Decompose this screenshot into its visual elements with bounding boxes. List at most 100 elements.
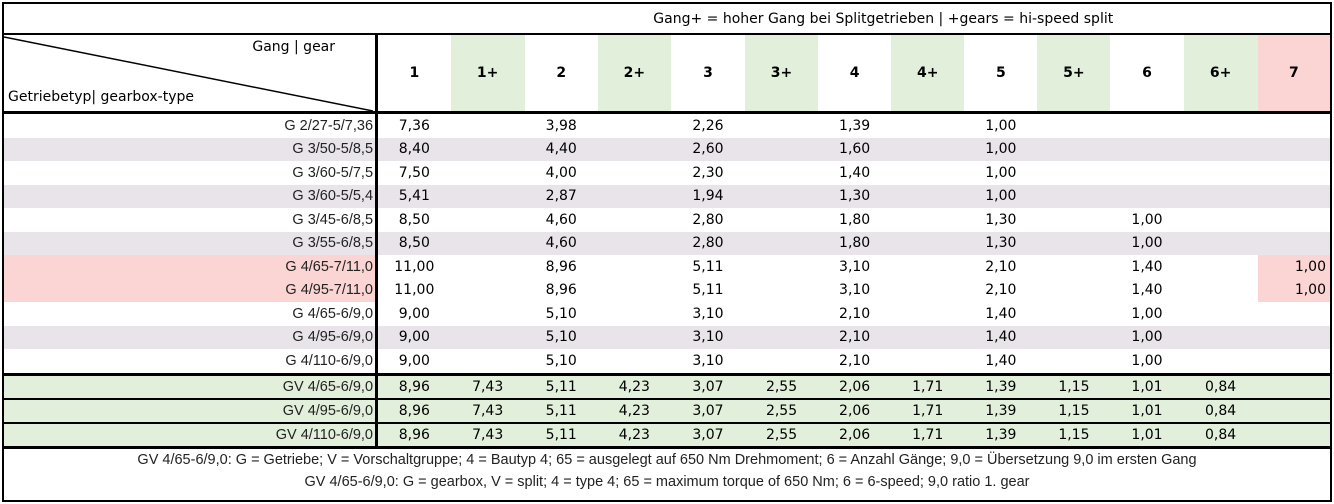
ratio-cell [1257,325,1330,349]
table-row: GV 4/95-6/9,0 8,96 7,43 5,11 4,23 3,07 2,55 2,0… [4,397,1330,423]
gearbox-type-label: Getriebetyp| gearbox-type [8,89,195,105]
ratio-cell: 1,00 [985,117,1017,134]
ratio-cell: 1,40 [1110,255,1184,279]
ratio-cell: 3,10 [692,305,724,322]
ratio-cell: 2,87 [524,184,598,208]
table-row: GV 4/65-6/9,0 8,96 7,43 5,11 4,23 3,07 2,55 2,0… [4,372,1330,399]
gear-header: 2+ [597,33,671,114]
table-row: G 3/60-5/7,5 7,50 4,00 2,30 1,40 1,00 [4,161,1330,185]
ratio-cell: 2,60 [670,137,745,161]
ratio-cell: 1,00 [1131,352,1163,369]
gear-header: 4+ [891,33,965,114]
gearbox-type-cell: GV 4/110-6/9,0 [4,421,379,447]
ratio-cell: 2,10 [964,255,1038,279]
ratio-cell: 1,00 [985,164,1017,181]
ratio-cell [1257,184,1330,208]
table-row: G 4/95-7/11,0 11,00 8,96 5,11 3,10 2,10 1,40 1,… [4,278,1330,302]
ratio-cell [1184,208,1258,232]
ratio-cell: 5,11 [670,278,745,302]
ratio-cell [598,113,671,138]
ratio-cell [745,161,818,185]
ratio-cell: 1,00 [1257,278,1330,302]
ratio-cell: 2,55 [744,372,819,399]
ratio-cell [744,255,819,279]
ratio-cell: 3,07 [670,372,745,399]
ratio-cell: 2,10 [839,352,871,369]
gear-header: 2 [524,33,598,114]
ratio-cell [598,302,671,326]
ratio-cell: 1,01 [1110,421,1184,447]
ratio-cell [1037,137,1111,161]
ratio-cell [1110,113,1183,138]
ratio-cell: 7,43 [450,421,525,447]
gearbox-type-cell: G 3/55-6/8,5 [4,231,379,255]
ratio-cell: 1,71 [891,397,965,423]
ratio-cell: 1,01 [1110,397,1184,423]
ratio-cell: 2,06 [818,372,892,399]
ratio-cell: 1,71 [891,372,965,399]
ratio-cell [1258,349,1330,374]
ratio-cell: 1,00 [964,137,1038,161]
ratio-cell: 1,39 [839,117,871,134]
ratio-cell [1183,184,1258,208]
gear-header: 6 [1110,33,1184,114]
ratio-cell: 5,11 [524,397,598,423]
ratio-cell: 3,10 [670,325,745,349]
diagonal-divider [4,36,370,110]
ratio-cell: 2,06 [818,421,892,447]
ratio-cell: 1,00 [1110,325,1184,349]
ratio-cell [1257,421,1330,447]
table-row: GV 4/110-6/9,0 8,96 7,43 5,11 4,23 3,07 2,55 2,… [4,421,1330,447]
ratio-cell: 5,11 [524,421,598,447]
gear-header: 6+ [1183,33,1258,114]
table-row: G 2/27-5/7,36 7,36 3,98 2,26 1,39 1,00 [4,112,1330,138]
ratio-cell: 4,23 [597,397,671,423]
ratio-cell: 9,00 [376,325,451,349]
ratio-cell: 5,10 [545,352,577,369]
ratio-cell [891,184,965,208]
ratio-cell [451,302,525,326]
ratio-cell: 2,80 [670,231,745,255]
ratio-cell [1184,161,1258,185]
ratio-cell: 4,23 [597,421,671,447]
ratio-cell: 8,40 [376,137,451,161]
table-row: G 3/50-5/8,5 8,40 4,40 2,60 1,60 1,00 [4,137,1330,161]
ratio-cell [1183,325,1258,349]
ratio-cell [1037,278,1111,302]
ratio-cell: 5,10 [545,305,577,322]
ratio-cell [450,184,525,208]
ratio-cell: 3,98 [545,117,577,134]
ratio-cell [597,255,671,279]
ratio-cell: 4,40 [524,137,598,161]
ratio-cell: 11,00 [376,278,451,302]
ratio-cell: 1,15 [1037,372,1111,399]
ratio-cell [1037,349,1110,374]
ratio-cell [891,278,965,302]
ratio-cell: 0,84 [1183,397,1258,423]
ratio-cell [597,325,671,349]
gearbox-type-cell: GV 4/65-6/9,0 [4,372,379,399]
gearbox-type-cell: G 3/60-5/5,4 [4,184,379,208]
ratio-cell: 7,50 [398,164,430,181]
ratio-cell: 1,39 [964,421,1038,447]
ratio-cell [450,255,525,279]
ratio-cell: 5,11 [670,255,745,279]
gear-ratio-table: Gang+ = hoher Gang bei Splitgetrieben | … [4,4,1330,493]
ratio-cell [598,349,671,374]
table-row: G 3/55-6/8,5 8,50 4,60 2,80 1,80 1,30 1,00 [4,231,1330,255]
ratio-cell [1037,184,1111,208]
ratio-cell: 3,10 [818,255,892,279]
ratio-cell [891,231,965,255]
ratio-cell [891,208,964,232]
ratio-cell [450,325,525,349]
gear-header: 5+ [1037,33,1111,114]
header-corner-cell: Gang | gear Getriebetyp| gearbox-type [4,33,379,114]
ratio-cell [1257,231,1330,255]
gearbox-type-cell: G 3/50-5/8,5 [4,137,379,161]
ratio-cell: 8,96 [376,421,451,447]
ratio-cell [891,302,964,326]
ratio-cell [1257,137,1330,161]
ratio-cell [451,349,525,374]
ratio-cell: 5,11 [524,372,598,399]
ratio-cell: 1,15 [1037,421,1111,447]
